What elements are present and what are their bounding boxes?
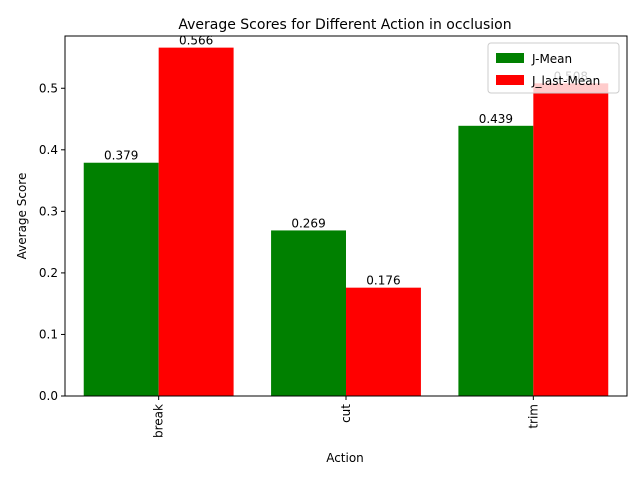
- y-tick-label: 0.4: [39, 143, 58, 157]
- legend-label: J_last-Mean: [531, 74, 600, 88]
- value-label: 0.269: [291, 216, 325, 230]
- bars-group: [83, 47, 609, 397]
- value-label: 0.176: [366, 274, 400, 288]
- bar-break-j-last-mean: [158, 47, 234, 396]
- legend-swatch: [496, 75, 524, 85]
- value-label: 0.379: [104, 149, 138, 163]
- x-tick-label: trim: [526, 404, 540, 429]
- x-tick-label: break: [152, 404, 166, 438]
- bar-cut-j-last-mean: [346, 287, 421, 396]
- y-tick-label: 0.3: [39, 204, 58, 218]
- legend-swatch: [496, 53, 524, 63]
- value-label: 0.566: [179, 34, 213, 48]
- chart-title: Average Scores for Different Action in o…: [178, 17, 511, 33]
- bar-trim-j-mean: [458, 125, 534, 397]
- value-label: 0.439: [479, 112, 513, 126]
- axes-group: 0.0 0.1 0.2 0.3 0.4 0.5 break cut trim: [39, 35, 628, 438]
- y-tick-label: 0.0: [39, 389, 58, 403]
- y-axis-label: Average Score: [15, 173, 29, 260]
- y-tick-label: 0.2: [39, 266, 58, 280]
- legend: J-Mean J_last-Mean: [487, 42, 620, 94]
- bar-cut-j-mean: [271, 230, 346, 396]
- bar-trim-j-last-mean: [533, 83, 609, 396]
- x-axis-label: Action: [326, 451, 364, 465]
- bar-break-j-mean: [83, 162, 159, 396]
- y-tick-label: 0.1: [39, 327, 58, 341]
- y-tick-label: 0.5: [39, 81, 58, 95]
- legend-label: J-Mean: [531, 52, 572, 66]
- x-tick-label: cut: [339, 404, 353, 423]
